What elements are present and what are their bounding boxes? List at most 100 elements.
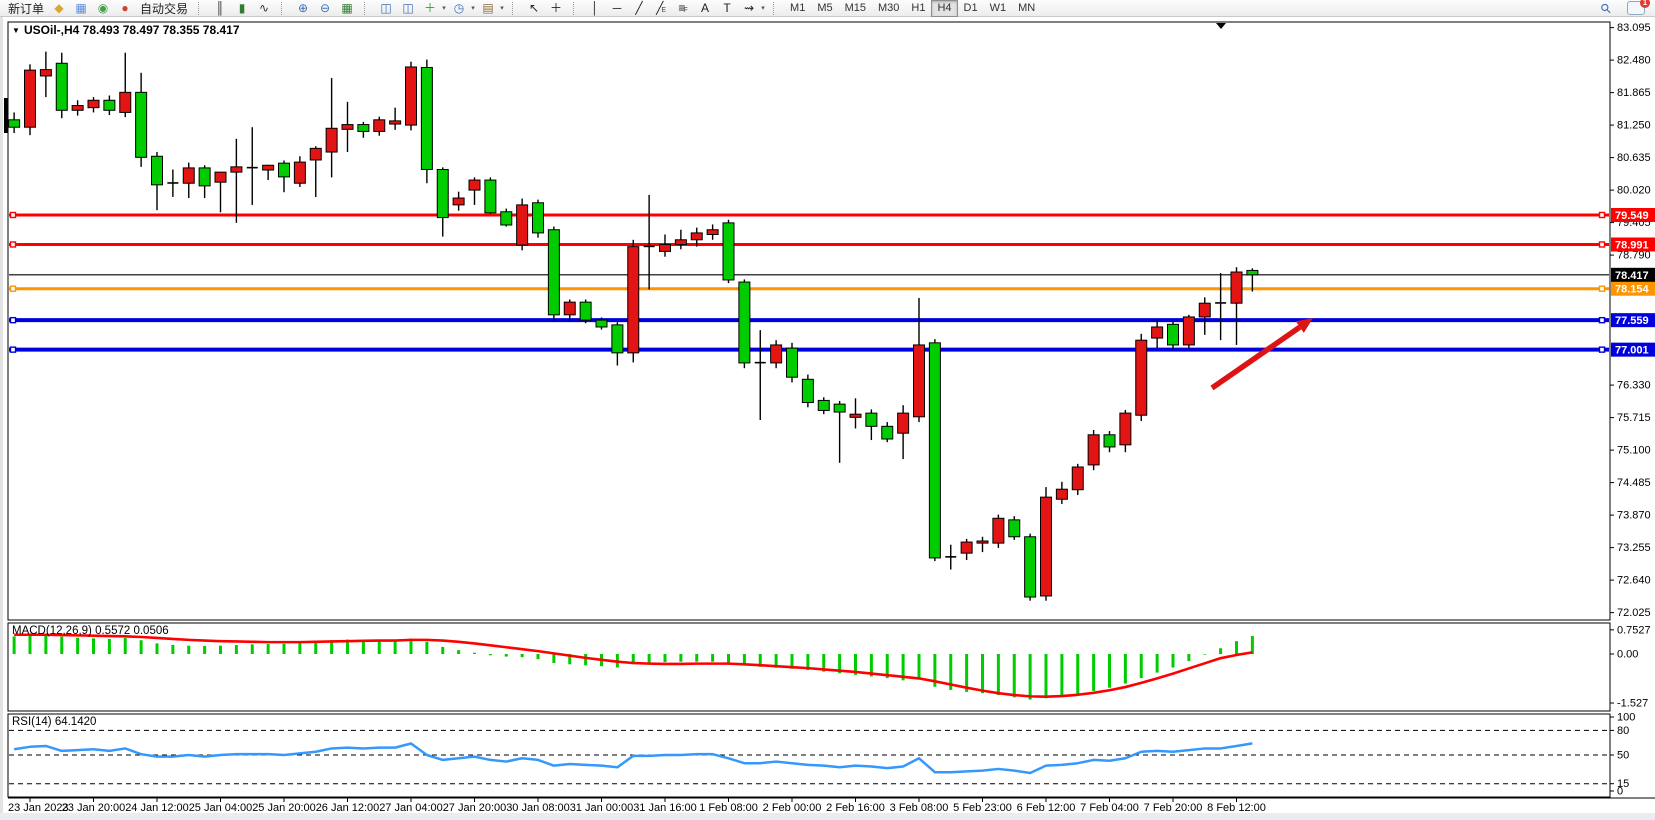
trend-arrow[interactable] — [1210, 318, 1313, 391]
zoom-in-icon[interactable]: ⊕ — [298, 0, 309, 15]
timeframe-m30[interactable]: M30 — [878, 1, 900, 14]
macd-indicator: 0.7527 0.00 -1.527 MACD(12,26,9) 0.5572 0.0… — [12, 624, 1651, 709]
svg-text:0: 0 — [1617, 786, 1623, 798]
chat-icon[interactable]: 1 — [1617, 0, 1651, 15]
time-tick-label: 25 Jan 04:00 — [189, 802, 253, 813]
up-candle — [71, 100, 84, 116]
up-candle — [1182, 314, 1195, 349]
down-candle — [881, 422, 894, 443]
arrows-icon[interactable]: ⇝ — [744, 0, 755, 15]
indicators-add-icon-caret[interactable]: ▾ — [442, 5, 446, 12]
up-candle — [373, 116, 386, 136]
fibonacci-icon[interactable]: ≡ F — [678, 0, 688, 15]
text-label-icon[interactable]: T — [723, 0, 731, 15]
price-tick-label: 72.025 — [1617, 607, 1651, 619]
up-candle — [309, 146, 322, 197]
down-candle — [198, 165, 211, 199]
level-line-79.549[interactable] — [9, 211, 1609, 219]
periods-icon[interactable]: ◷ — [453, 0, 465, 15]
vline-icon[interactable]: │ — [591, 0, 599, 15]
toolbar-separator — [773, 1, 781, 15]
tile-windows-icon[interactable]: ▦ — [341, 0, 353, 15]
up-candle — [659, 234, 671, 257]
cascade-windows-icon[interactable]: ◫ — [402, 0, 414, 15]
arrows-icon-caret[interactable]: ▾ — [761, 5, 765, 12]
down-candle — [928, 339, 941, 562]
autotrade-button[interactable]: 自动交易 — [140, 1, 189, 16]
autotrade-icon[interactable]: ● — [121, 0, 129, 15]
toolbar-right-group: ⚲ 1 — [1595, 0, 1651, 17]
crosshair-icon[interactable]: ＋ — [550, 0, 563, 15]
up-candle — [1230, 267, 1243, 345]
cursor-icon[interactable]: ↖ — [529, 0, 540, 15]
up-candle — [325, 78, 338, 178]
candle-chart-icon[interactable]: ▮ — [238, 0, 246, 15]
signal-icon[interactable]: ◉ — [97, 0, 109, 15]
current-price-badge: 78.417 — [1611, 267, 1655, 282]
time-tick-label: 2 Feb 16:00 — [826, 802, 885, 813]
line-chart-icon[interactable]: ∿ — [259, 0, 270, 15]
down-candle — [833, 400, 846, 463]
down-candle — [1024, 533, 1037, 601]
down-candle — [532, 199, 544, 238]
bar-chart-icon[interactable]: ║ — [215, 0, 225, 15]
window-bottom-strip — [0, 813, 1655, 820]
up-candle — [976, 536, 989, 553]
trendline-icon[interactable]: ╱ — [635, 0, 643, 15]
up-candle — [1071, 463, 1084, 496]
down-candle — [135, 72, 148, 167]
timeframe-h4[interactable]: H4 — [931, 0, 958, 17]
timeframe-mn[interactable]: MN — [1018, 1, 1036, 14]
time-tick-label: 23 Jan 20:00 — [62, 802, 126, 813]
up-candle — [452, 191, 465, 211]
svg-text:77.559: 77.559 — [1615, 315, 1649, 327]
toolbar-separator — [364, 1, 372, 15]
down-candle — [1008, 516, 1021, 540]
up-candle — [262, 164, 275, 181]
timeframe-d1[interactable]: D1 — [963, 1, 978, 14]
timeframe-h1[interactable]: H1 — [911, 1, 926, 14]
svg-text:50: 50 — [1617, 750, 1629, 762]
new-order-button[interactable]: 新订单 — [8, 1, 45, 16]
templates-icon[interactable]: ▤ — [482, 0, 494, 15]
doji-candle — [643, 194, 655, 290]
down-candle — [1167, 321, 1179, 350]
time-tick-label: 1 Feb 08:00 — [699, 802, 758, 813]
scroll-end-marker-icon[interactable] — [1216, 23, 1226, 29]
level-line-77.001[interactable] — [9, 346, 1609, 353]
zoom-out-icon[interactable]: ⊖ — [320, 0, 331, 15]
charts-profile-icon[interactable]: ▦ — [75, 0, 87, 15]
doji-candle — [246, 127, 258, 205]
time-tick-label: 7 Feb 04:00 — [1080, 802, 1139, 813]
text-icon[interactable]: A — [701, 0, 710, 15]
price-badge-78.991: 78.991 — [1611, 237, 1655, 252]
indicators-add-icon[interactable]: ＋ — [424, 0, 437, 15]
level-line-78.154[interactable] — [9, 285, 1609, 292]
timeframe-m5[interactable]: M5 — [817, 1, 833, 14]
hline-icon[interactable]: ─ — [612, 0, 622, 15]
up-candle — [1151, 319, 1164, 349]
up-candle — [341, 101, 354, 153]
arrange-windows-icon[interactable]: ◫ — [380, 0, 392, 15]
svg-text:78.417: 78.417 — [1615, 270, 1649, 282]
up-candle — [214, 171, 227, 213]
new-order-icon[interactable]: ◆ — [54, 0, 64, 15]
templates-icon-caret[interactable]: ▾ — [500, 5, 504, 12]
price-tick-label: 75.715 — [1617, 412, 1651, 424]
periods-icon-caret[interactable]: ▾ — [471, 5, 475, 12]
up-candle — [1087, 430, 1100, 471]
time-tick-label: 27 Jan 20:00 — [443, 802, 507, 813]
toolbar-separator — [512, 1, 520, 15]
channel-icon[interactable]: ╱ E — [656, 0, 666, 15]
search-icon[interactable]: ⚲ — [1597, 0, 1615, 17]
timeframe-w1[interactable]: W1 — [989, 1, 1007, 14]
level-line-77.559[interactable] — [9, 316, 1609, 324]
timeframe-m1[interactable]: M1 — [790, 1, 806, 14]
up-candle — [1135, 333, 1148, 422]
timeframe-m15[interactable]: M15 — [844, 1, 866, 14]
svg-text:USOil-,H4 78.493 78.497 78.35: USOil-,H4 78.493 78.497 78.355 78.417 — [24, 23, 240, 37]
level-line-78.991[interactable] — [9, 241, 1609, 248]
toolbar-separator — [281, 1, 289, 15]
